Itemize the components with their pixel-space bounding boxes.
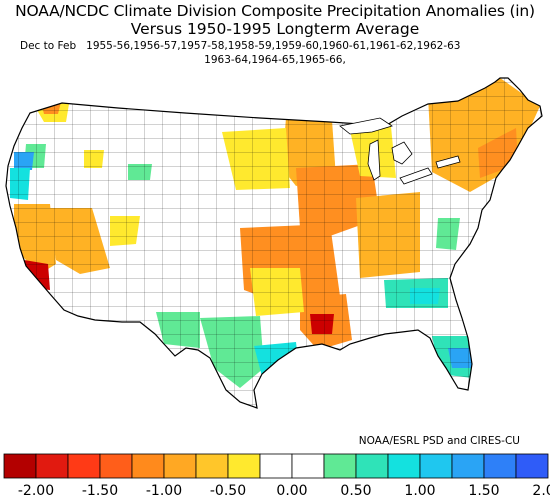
colorbar-tick-label: 0.00 bbox=[276, 483, 307, 499]
division-boundaries bbox=[6, 78, 542, 408]
colorbar-box bbox=[515, 453, 549, 479]
colorbar-box bbox=[3, 453, 37, 479]
credit-text: NOAA/ESRL PSD and CIRES-CU bbox=[358, 435, 520, 447]
colorbar-box bbox=[483, 453, 517, 479]
map-title-line-1: NOAA/NCDC Climate Division Composite Pre… bbox=[15, 2, 535, 20]
colorbar-tick-label: 0.50 bbox=[340, 483, 371, 499]
years-list-2: 1963-64,1964-65,1965-66, bbox=[204, 54, 346, 66]
colorbar-box bbox=[35, 453, 69, 479]
colorbar-tick-label: 2.00 bbox=[532, 483, 550, 499]
colorbar-box bbox=[99, 453, 133, 479]
colorbar-box bbox=[67, 453, 101, 479]
colorbar-box bbox=[387, 453, 421, 479]
colorbar-box bbox=[195, 453, 229, 479]
colorbar-box bbox=[163, 453, 197, 479]
colorbar-tick-label: -0.50 bbox=[210, 483, 246, 499]
colorbar-boxes bbox=[3, 453, 549, 479]
lake-michigan bbox=[367, 139, 381, 181]
lake-huron bbox=[391, 141, 413, 165]
colorbar-box bbox=[227, 453, 261, 479]
lake-ontario bbox=[435, 155, 461, 169]
map-title-line-2: Versus 1950-1995 Longterm Average bbox=[130, 20, 420, 38]
colorbar-tick-label: 1.50 bbox=[468, 483, 499, 499]
colorbar-box bbox=[291, 453, 325, 479]
us-outline bbox=[5, 77, 543, 409]
lake-erie bbox=[399, 167, 433, 185]
period-line-1: Dec to Feb 1955-56,1956-57,1957-58,1958-… bbox=[20, 40, 460, 52]
colorbar-box bbox=[355, 453, 389, 479]
colorbar-tick-label: 1.00 bbox=[404, 483, 435, 499]
colorbar-box bbox=[323, 453, 357, 479]
colorbar-tick-label: -1.00 bbox=[146, 483, 182, 499]
colorbar-box bbox=[259, 453, 293, 479]
colorbar-legend: -2.00 -1.50 -1.00 -0.50 0.00 0.50 1.00 1.50 2.00 bbox=[3, 453, 550, 499]
colorbar-box bbox=[131, 453, 165, 479]
years-list-1: 1955-56,1956-57,1957-58,1958-59,1959-60,… bbox=[86, 40, 461, 52]
colorbar-box bbox=[451, 453, 485, 479]
colorbar-tick-label: -2.00 bbox=[18, 483, 54, 499]
colorbar-ticks: -2.00 -1.50 -1.00 -0.50 0.00 0.50 1.00 1.50 2.00 bbox=[18, 483, 550, 499]
colorbar-tick-label: -1.50 bbox=[82, 483, 118, 499]
lake-superior bbox=[339, 117, 393, 135]
colorbar-box bbox=[419, 453, 453, 479]
us-climate-division-map bbox=[5, 77, 543, 409]
season-label: Dec to Feb bbox=[20, 40, 77, 52]
